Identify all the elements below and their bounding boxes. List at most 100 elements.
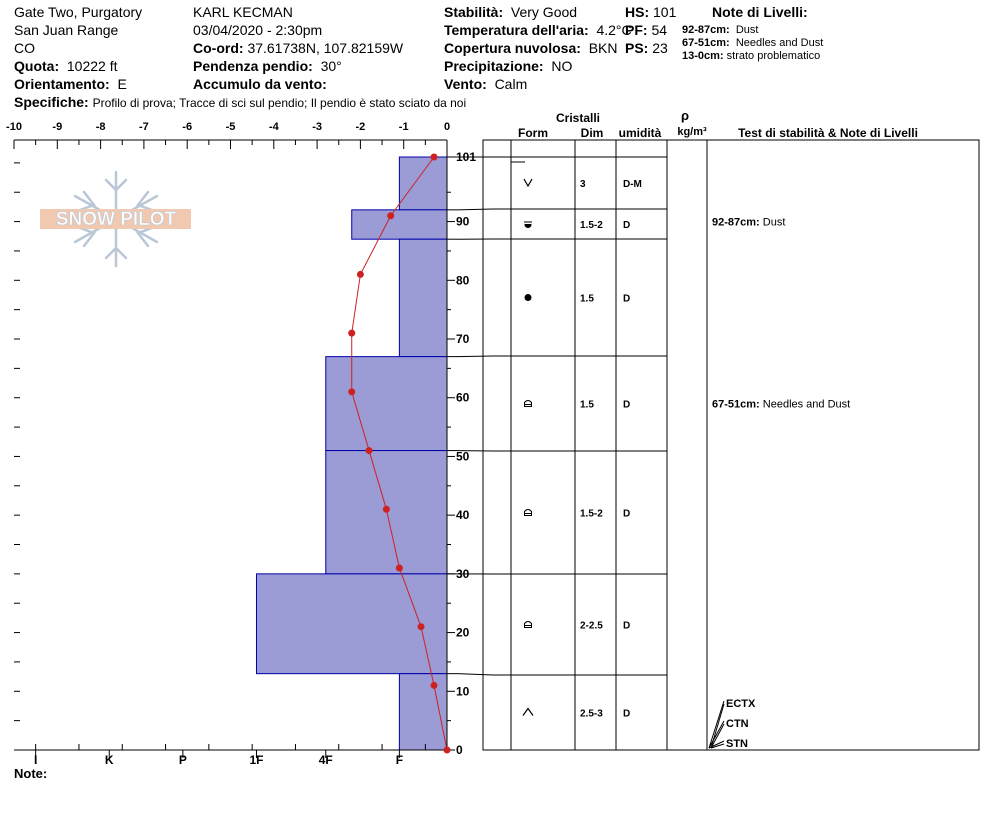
depth-tick-label: 10: [456, 684, 470, 698]
table-border: [482, 139, 980, 751]
col-stability-notes: Test di stabilità & Note di Livelli: [738, 126, 918, 140]
hardness-tick-label: 4F: [319, 753, 333, 767]
elevation-value: 10222 ft: [66, 58, 118, 74]
stability-test-line: [710, 743, 725, 749]
moisture-value: D: [623, 621, 630, 632]
x-tick-label: -10: [6, 121, 22, 133]
stability-test-label: ECTX: [726, 698, 756, 710]
x-tick-label: -4: [269, 121, 280, 133]
layer-note-1: 67-51cm: Needles and Dust: [682, 37, 823, 50]
elevation: Quota: 10222 ft: [14, 58, 118, 75]
pf-value: 54: [651, 22, 668, 38]
x-tick-label: -8: [96, 121, 106, 133]
x-tick-label: 0: [444, 121, 450, 133]
layer-note-0: 92-87cm: Dust: [682, 24, 758, 37]
slope-label: Pendenza pendio:: [193, 58, 313, 74]
depth-tick-label: 20: [456, 626, 470, 640]
x-tick-label: -5: [226, 121, 236, 133]
note-label: Note:: [14, 766, 47, 781]
depth-tick-label: 50: [456, 449, 470, 463]
x-tick-label: -3: [312, 121, 322, 133]
moisture-value: D: [623, 509, 630, 520]
air-temp-label: Temperatura dell'aria:: [444, 22, 589, 38]
precip: Precipitazione: NO: [444, 58, 572, 75]
layer-bar: [325, 356, 448, 452]
temperature-point: [348, 329, 356, 337]
depth-tick-label: 0: [456, 743, 463, 757]
layer-bar: [398, 673, 448, 751]
temperature-point: [417, 623, 425, 631]
specifics-value: Profilo di prova; Tracce di sci sul pend…: [92, 96, 467, 110]
temperature-point: [387, 212, 395, 220]
crystal-form-dust-icon: [524, 221, 532, 228]
layer-note-range: 13-0cm:: [682, 50, 724, 62]
coords-label: Co-ord:: [193, 40, 244, 56]
stability: Stabilità: Very Good: [444, 4, 577, 21]
aspect-value: E: [117, 76, 127, 92]
temperature-point: [348, 388, 356, 396]
col-crystals: Cristalli: [556, 111, 600, 125]
precip-value: NO: [551, 58, 573, 74]
wind-value: Calm: [494, 76, 528, 92]
temperature-point: [395, 564, 403, 572]
moisture-value: D: [623, 220, 630, 231]
layer-note-text: Needles and Dust: [735, 37, 824, 49]
temperature-point: [430, 153, 438, 161]
stability-test-line: [708, 740, 725, 749]
specifics-label: Specifiche:: [14, 94, 89, 110]
temperature-point: [356, 270, 364, 278]
stability-test-line: [708, 700, 725, 749]
moisture-value: D: [623, 400, 630, 411]
stability-test-line: [710, 723, 725, 749]
temperature-profile: [348, 153, 451, 754]
depth-tick-label: 90: [456, 215, 470, 229]
specifics: Specifiche: Profilo di prova; Tracce di …: [14, 94, 466, 112]
layer-annotation: 67-51cm: Needles and Dust: [712, 399, 850, 411]
crystal-size: 2-2.5: [580, 621, 603, 632]
layer-annotation-range: 92-87cm:: [712, 217, 763, 229]
stability-label: Stabilità:: [444, 4, 504, 20]
layer-bars: [255, 156, 448, 751]
crystal-size: 1.5: [580, 294, 594, 305]
col-form: Form: [518, 126, 548, 140]
layer-note-2: 13-0cm: strato problematico: [682, 50, 820, 63]
layer-annotation-text: Dust: [763, 217, 786, 229]
x-tick-label: -2: [356, 121, 366, 133]
logo-band: [40, 209, 191, 229]
temperature-point: [443, 746, 451, 754]
hardness-tick-label: I: [34, 753, 37, 767]
crystal-size: 1.5-2: [580, 220, 603, 231]
hardness-tick-label: 1F: [249, 753, 263, 767]
connector-line: [456, 208, 494, 211]
depth-tick-label: 70: [456, 332, 470, 346]
stability-test-label: STN: [726, 738, 748, 750]
crystal-form-box-icon: [524, 621, 532, 628]
crystal-size: 2.5-3: [580, 709, 603, 720]
aspect: Orientamento: E: [14, 76, 127, 93]
col-density-unit: kg/m³: [677, 126, 707, 138]
stability-test-label: CTN: [726, 718, 749, 730]
crystal-form-dot-icon: [524, 294, 532, 301]
wind-loading: Accumulo da vento:: [193, 76, 327, 93]
layer-annotation-text: Needles and Dust: [763, 399, 850, 411]
col-rho: ρ: [681, 108, 689, 123]
datetime: 03/04/2020 - 2:30pm: [193, 22, 323, 38]
temperature-point: [365, 447, 373, 455]
precip-label: Precipitazione:: [444, 58, 544, 74]
pf-label: PF:: [625, 22, 648, 38]
stability-test-line: [708, 720, 725, 749]
moisture-value: D: [623, 294, 630, 305]
depth-tick-label: 40: [456, 508, 470, 522]
elevation-label: Quota:: [14, 58, 60, 74]
air-temp: Temperatura dell'aria: 4.2°C: [444, 22, 632, 39]
temperature-point: [430, 681, 438, 689]
coords-value: 37.61738N, 107.82159W: [247, 40, 404, 56]
layer-note-range: 67-51cm:: [682, 37, 730, 49]
layer-bar: [398, 156, 448, 211]
moisture-value: D: [623, 709, 630, 720]
air-temp-value: 4.2°C: [596, 22, 632, 38]
observer: KARL KECMAN: [193, 4, 293, 20]
crystal-size: 1.5-2: [580, 509, 603, 520]
connector-line: [456, 355, 494, 358]
